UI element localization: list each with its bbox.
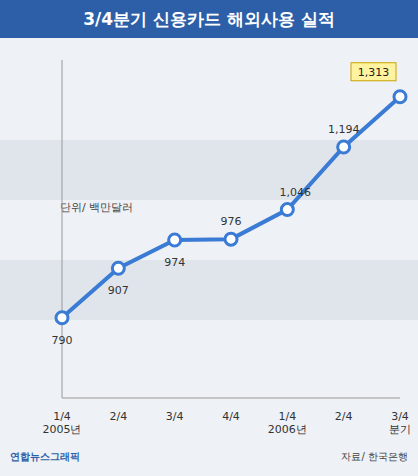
- html-text:단위/ 백만달러: 단위/ 백만달러: [60, 201, 134, 214]
- svg-text:1,194: 1,194: [328, 123, 360, 136]
- svg-text:907: 907: [108, 284, 129, 297]
- html-text:자료/ 한국은행: 자료/ 한국은행: [341, 451, 408, 462]
- svg-text:2/4: 2/4: [335, 410, 353, 423]
- svg-text:2/4: 2/4: [109, 410, 127, 423]
- svg-text:790: 790: [52, 334, 73, 347]
- svg-text:974: 974: [164, 256, 185, 269]
- html-text:3/4분기 신용카드 해외사용 실적: 3/4분기 신용카드 해외사용 실적: [83, 9, 335, 29]
- svg-text:1,313: 1,313: [358, 66, 390, 79]
- svg-text:1,046: 1,046: [280, 186, 312, 199]
- svg-text:4/4: 4/4: [222, 410, 240, 423]
- svg-text:976: 976: [221, 215, 242, 228]
- html-text:연합뉴스그래픽: 연합뉴스그래픽: [10, 451, 80, 462]
- svg-text:3/4: 3/4: [166, 410, 184, 423]
- svg-text:1/42005년: 1/42005년: [43, 410, 82, 436]
- svg-text:1/42006년: 1/42006년: [268, 410, 307, 436]
- svg-text:3/4분기: 3/4분기: [389, 410, 411, 436]
